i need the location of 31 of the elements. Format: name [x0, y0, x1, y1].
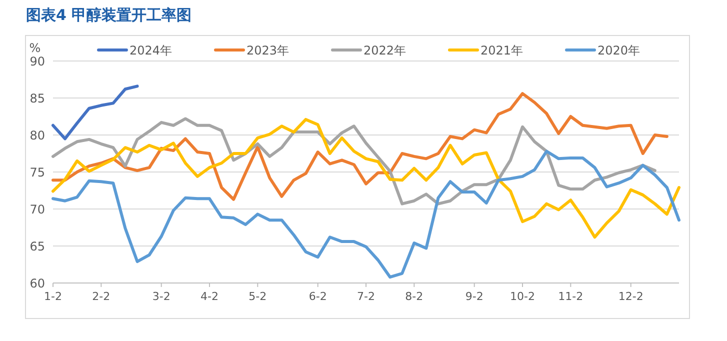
y-tick-label: 90	[30, 54, 45, 68]
legend-label: 2020年	[598, 44, 640, 58]
chart-title: 图表4 甲醇装置开工率图	[26, 6, 192, 24]
x-tick-label: 5-2	[248, 290, 267, 303]
x-tick-label: 1-2	[44, 290, 62, 303]
x-tick-label: 12-2	[618, 290, 644, 303]
y-tick-label: 80	[30, 128, 45, 142]
x-tick-label: 9-2	[465, 290, 484, 303]
line-series	[52, 150, 680, 279]
y-tick-label: 70	[30, 202, 45, 216]
y-tick-label: 75	[30, 166, 45, 180]
x-tick-label: 7-2	[357, 290, 375, 303]
x-tick-label: 10-2	[510, 290, 535, 303]
legend-label: 2023年	[246, 44, 290, 58]
line-series	[52, 117, 656, 206]
x-tick-label: 4-2	[200, 290, 218, 303]
legend-label: 2022年	[364, 44, 406, 58]
line-series	[52, 92, 668, 201]
legend-label: 2021年	[480, 44, 524, 58]
y-axis-title: %	[29, 41, 41, 55]
line-series	[52, 84, 139, 140]
line-series	[52, 118, 680, 239]
y-tick-label: 65	[30, 240, 45, 254]
x-tick-label: 6-2	[308, 290, 327, 303]
x-tick-label: 3-2	[152, 290, 170, 303]
x-tick-label: 8-2	[405, 290, 424, 303]
x-tick-label: 2-2	[92, 290, 110, 303]
x-tick-label: 11-2	[558, 290, 584, 303]
y-tick-label: 60	[30, 276, 45, 290]
y-tick-label: 85	[30, 92, 45, 106]
legend-label: 2024年	[130, 44, 172, 58]
